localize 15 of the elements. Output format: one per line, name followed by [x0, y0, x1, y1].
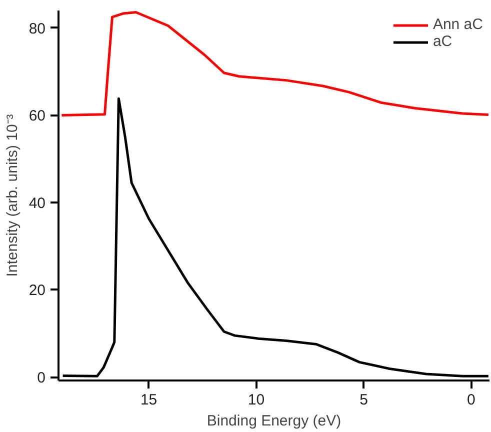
- line-series: [60, 10, 490, 116]
- y-tick-label: 60: [28, 108, 46, 125]
- legend-label: Ann aC: [432, 16, 483, 33]
- x-tick-label: 15: [140, 392, 158, 408]
- x-tick-label: 5: [360, 392, 368, 408]
- line-series: [62, 97, 490, 378]
- y-tick-label: 20: [28, 282, 46, 300]
- y-tick-label: 0: [37, 370, 46, 387]
- y-tick-label: 80: [28, 20, 46, 38]
- x-tick-label: 10: [248, 392, 265, 408]
- y-axis-title: Intensity (arb. units) 10⁻³: [4, 114, 21, 277]
- x-axis-title: Binding Energy (eV): [206, 412, 342, 430]
- y-tick-label: 40: [28, 194, 46, 212]
- legend-label: aC: [432, 33, 453, 50]
- x-tick-label: 0: [467, 392, 476, 408]
